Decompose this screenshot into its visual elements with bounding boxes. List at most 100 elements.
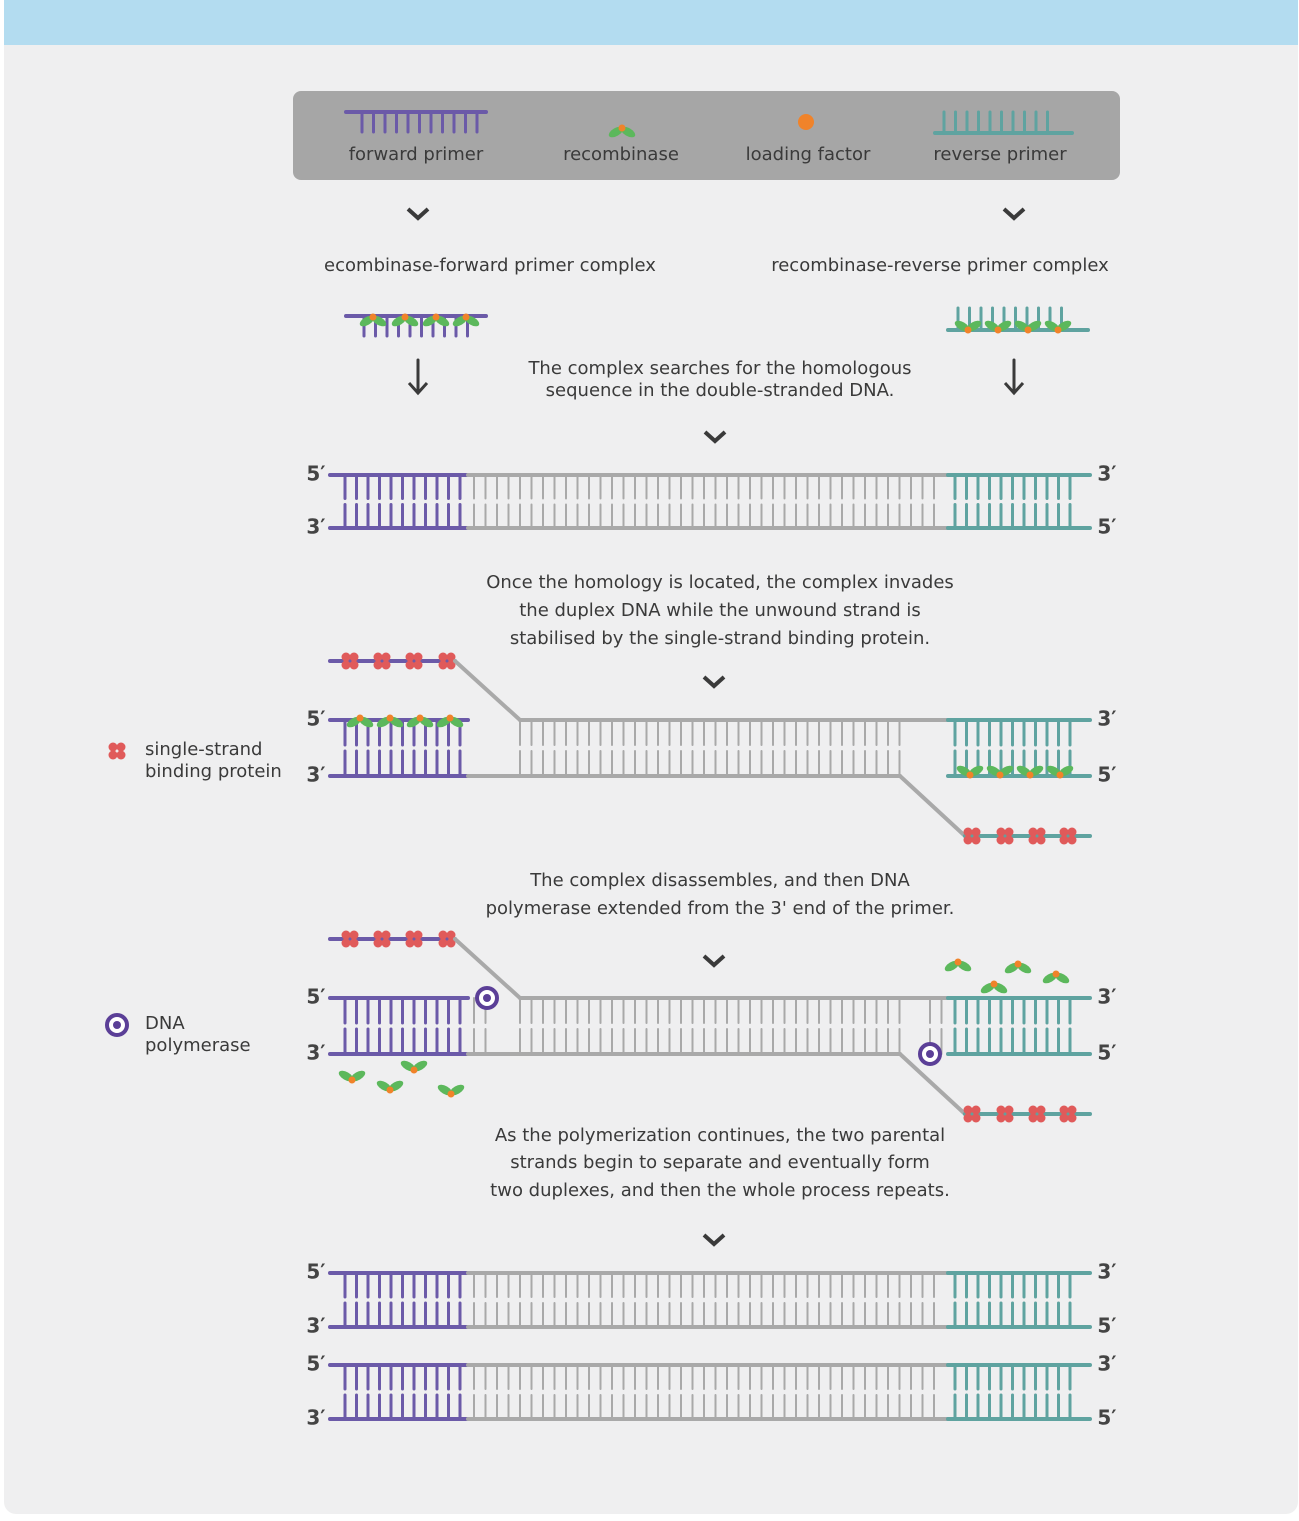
- ssb-protein: [963, 1105, 981, 1123]
- loading-factor: [386, 714, 394, 722]
- chevron: [1002, 207, 1026, 221]
- ssb-part: [1004, 835, 1014, 845]
- loading-factor: [1014, 960, 1022, 968]
- strand-end-label: 5′: [1097, 1314, 1116, 1338]
- strand-end-label: 3′: [1097, 707, 1116, 731]
- recombinase: [391, 313, 419, 327]
- ssb-part: [446, 938, 456, 948]
- label: reverse primer: [933, 144, 1067, 165]
- ssb-part: [1028, 835, 1038, 845]
- strand: [453, 659, 522, 722]
- ssb-part: [438, 652, 448, 662]
- label: Once the homology is located, the comple…: [486, 572, 954, 593]
- ssb-part: [1028, 1113, 1038, 1123]
- strand-end-label: 3′: [306, 1406, 325, 1430]
- strand-end-label: 5′: [306, 707, 325, 731]
- strand-end-label: 3′: [306, 515, 325, 539]
- loading-factor: [410, 1066, 418, 1074]
- strand-end-label: 5′: [1097, 1041, 1116, 1065]
- loading-factor: [954, 958, 962, 966]
- ssb-part: [108, 742, 118, 752]
- recombinase: [422, 313, 450, 327]
- ssb-part: [1036, 827, 1046, 837]
- ssb-part: [1036, 1113, 1046, 1123]
- label: DNA: [145, 1013, 185, 1034]
- loading-factor: [964, 326, 972, 334]
- ssb-part: [373, 938, 383, 948]
- ssb-part: [1059, 1105, 1069, 1115]
- strand-end-label: 5′: [1097, 515, 1116, 539]
- recombinase: [1004, 960, 1032, 974]
- ssb-part: [373, 930, 383, 940]
- strand: [453, 937, 522, 1000]
- ssb-part: [381, 652, 391, 662]
- label: strands begin to separate and eventually…: [510, 1152, 929, 1173]
- ssb-part: [971, 827, 981, 837]
- ssb-part: [446, 652, 456, 662]
- ssb-part: [413, 660, 423, 670]
- label: recombinase: [563, 144, 679, 165]
- ssb-protein: [108, 742, 126, 760]
- recombinase: [436, 714, 464, 728]
- strand-end-label: 5′: [306, 985, 325, 1009]
- recombinase: [437, 1084, 465, 1098]
- ssb-part: [996, 1113, 1006, 1123]
- recombinase: [338, 1070, 366, 1084]
- loading-factor: [618, 124, 626, 132]
- ssb-part: [1028, 1105, 1038, 1115]
- chevron: [703, 430, 727, 444]
- strand: [898, 774, 967, 838]
- ssb-part: [341, 938, 351, 948]
- ssb-part: [1067, 1105, 1077, 1115]
- polymerase-core: [483, 994, 491, 1002]
- ssb-part: [381, 660, 391, 670]
- ssb-part: [1067, 835, 1077, 845]
- loading-factor: [994, 326, 1002, 334]
- chevron: [406, 207, 430, 221]
- ssb-part: [405, 652, 415, 662]
- ssb-protein: [1028, 827, 1046, 845]
- loading-factor: [386, 1086, 394, 1094]
- label: polymerase extended from the 3' end of t…: [486, 898, 955, 919]
- loading-factor: [798, 114, 814, 130]
- strand-end-label: 3′: [306, 1314, 325, 1338]
- ssb-protein: [1028, 1105, 1046, 1123]
- loading-factor: [348, 1076, 356, 1084]
- ssb-part: [438, 930, 448, 940]
- chevron: [702, 675, 726, 689]
- arrow-head: [1003, 381, 1025, 396]
- ssb-part: [446, 660, 456, 670]
- top-bar: [4, 0, 1298, 45]
- ssb-protein: [963, 827, 981, 845]
- recombinase: [986, 765, 1014, 779]
- chevron: [702, 1233, 726, 1247]
- ssb-part: [963, 835, 973, 845]
- ssb-part: [438, 938, 448, 948]
- ssb-part: [1004, 1105, 1014, 1115]
- ssb-part: [373, 652, 383, 662]
- recombinase: [1044, 320, 1072, 334]
- loading-factor: [1024, 326, 1032, 334]
- label: two duplexes, and then the whole process…: [490, 1180, 950, 1201]
- legend-box: [293, 91, 1120, 180]
- ssb-protein: [405, 652, 423, 670]
- ssb-part: [1059, 835, 1069, 845]
- label: recombinase-reverse primer complex: [771, 255, 1109, 276]
- label: As the polymerization continues, the two…: [495, 1125, 945, 1146]
- label: loading factor: [746, 144, 871, 165]
- ssb-part: [349, 652, 359, 662]
- ssb-part: [349, 930, 359, 940]
- label: polymerase: [145, 1035, 251, 1056]
- ssb-protein: [373, 930, 391, 948]
- recombinase: [956, 765, 984, 779]
- ssb-protein: [373, 652, 391, 670]
- strand-end-label: 3′: [306, 1041, 325, 1065]
- recombinase: [400, 1060, 428, 1074]
- ssb-part: [996, 1105, 1006, 1115]
- ssb-part: [963, 1113, 973, 1123]
- loading-factor: [356, 714, 364, 722]
- label: forward primer: [349, 144, 484, 165]
- label: binding protein: [145, 761, 282, 782]
